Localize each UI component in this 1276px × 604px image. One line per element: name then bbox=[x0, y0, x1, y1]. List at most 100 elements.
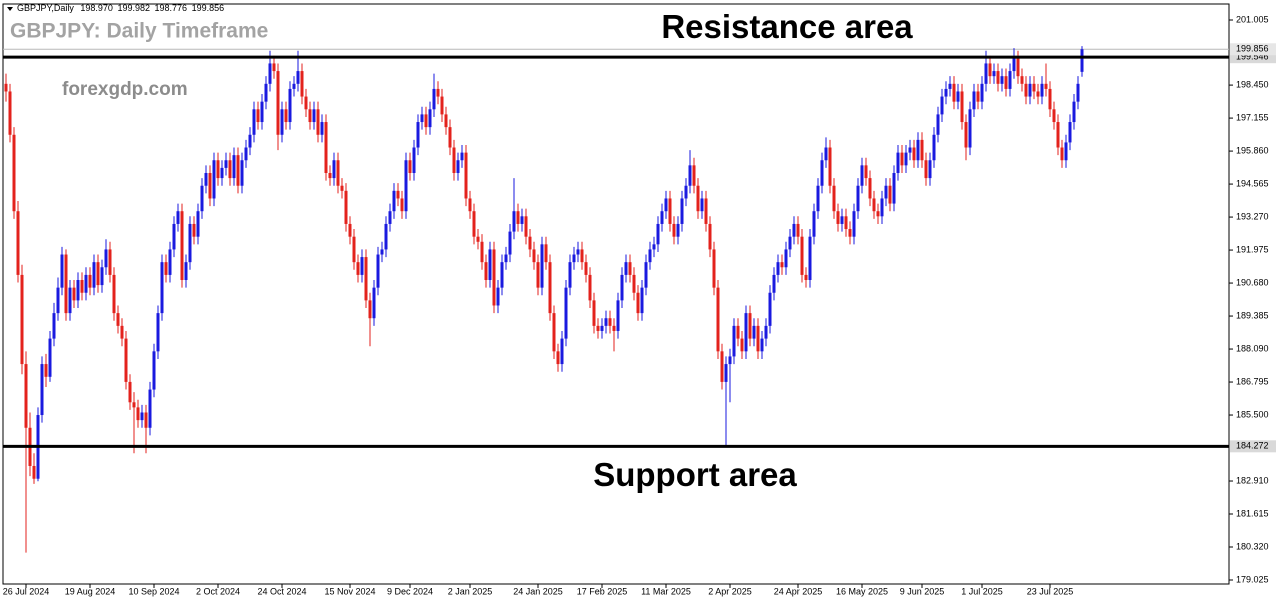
candle-body bbox=[232, 155, 236, 179]
candle-body bbox=[192, 223, 196, 237]
candle-body bbox=[324, 122, 328, 173]
candle-body bbox=[804, 274, 808, 280]
candle-body bbox=[164, 262, 168, 275]
candle-body bbox=[72, 287, 76, 301]
candle-body bbox=[236, 155, 240, 186]
candle-body bbox=[744, 313, 748, 352]
candle-body bbox=[828, 147, 832, 186]
candle-body bbox=[560, 338, 564, 365]
candle-body bbox=[848, 229, 852, 237]
candle-body bbox=[672, 223, 676, 237]
candle-body bbox=[328, 172, 332, 179]
candle-body bbox=[604, 318, 608, 326]
candle-body bbox=[508, 231, 512, 255]
y-tick-label: 193.270 bbox=[1236, 211, 1269, 221]
candle-body bbox=[972, 91, 976, 110]
candle-body bbox=[56, 287, 60, 314]
candle-body bbox=[752, 325, 756, 339]
candle-body bbox=[948, 83, 952, 89]
candle-body bbox=[840, 216, 844, 224]
candle-body bbox=[704, 198, 708, 224]
candle-body bbox=[372, 287, 376, 319]
candle-body bbox=[616, 300, 620, 331]
candle-body bbox=[396, 190, 400, 199]
candle-body bbox=[296, 71, 300, 84]
candle-body bbox=[1004, 76, 1008, 89]
candle-body bbox=[448, 127, 452, 148]
candle-body bbox=[220, 167, 224, 179]
candle-body bbox=[196, 211, 200, 237]
candle-body bbox=[740, 338, 744, 352]
candle-body bbox=[548, 262, 552, 314]
candle-body bbox=[500, 262, 504, 288]
y-tick-label: 190.680 bbox=[1236, 277, 1269, 287]
candle-body bbox=[380, 249, 384, 255]
candle-body bbox=[420, 114, 424, 123]
candle-body bbox=[88, 274, 92, 288]
x-tick-label: 10 Sep 2024 bbox=[128, 586, 179, 596]
candle-body bbox=[552, 313, 556, 352]
candle-body bbox=[1052, 109, 1056, 123]
candle-body bbox=[140, 412, 144, 421]
candle-body bbox=[732, 325, 736, 357]
candle-body bbox=[608, 318, 612, 326]
candle-body bbox=[904, 152, 908, 166]
y-tick-label: 186.795 bbox=[1236, 376, 1269, 386]
candle-body bbox=[184, 262, 188, 280]
candle-body bbox=[484, 262, 488, 280]
candle-body bbox=[1012, 58, 1016, 72]
candle-body bbox=[320, 122, 324, 135]
candle-body bbox=[352, 236, 356, 263]
candle-body bbox=[412, 147, 416, 173]
candle-body bbox=[428, 109, 432, 128]
candle-body bbox=[160, 262, 164, 314]
candle-body bbox=[228, 160, 232, 179]
candle-body bbox=[1068, 122, 1072, 143]
y-tick-label: 197.155 bbox=[1236, 112, 1269, 122]
candle-body bbox=[1064, 142, 1068, 161]
candle-body bbox=[260, 101, 264, 123]
level-tag-label: 199.546 bbox=[1236, 52, 1269, 62]
candle-body bbox=[112, 274, 116, 314]
candle-body bbox=[720, 351, 724, 382]
candle-body bbox=[796, 223, 800, 237]
candle-body bbox=[668, 198, 672, 224]
candle-body bbox=[996, 71, 1000, 84]
candle-body bbox=[636, 292, 640, 314]
candle-body bbox=[588, 274, 592, 301]
candle-body bbox=[764, 325, 768, 339]
candle-body bbox=[988, 63, 992, 77]
candle-body bbox=[716, 287, 720, 352]
candle-body bbox=[1072, 101, 1076, 123]
candle-body bbox=[516, 211, 520, 224]
candle-body bbox=[784, 249, 788, 268]
candle-body bbox=[1080, 49, 1084, 72]
candle-body bbox=[584, 262, 588, 275]
candle-body bbox=[1016, 58, 1020, 77]
candle-body bbox=[216, 160, 220, 179]
candle-body bbox=[984, 63, 988, 84]
candle-body bbox=[52, 313, 56, 339]
x-tick-label: 2 Jan 2025 bbox=[448, 586, 493, 596]
candle-body bbox=[844, 216, 848, 230]
candle-body bbox=[292, 83, 296, 89]
candle-body bbox=[1028, 83, 1032, 97]
candle-body bbox=[1008, 71, 1012, 89]
candle-body bbox=[284, 109, 288, 123]
candle-body bbox=[356, 262, 360, 275]
candle-body bbox=[148, 389, 152, 428]
candle-body bbox=[600, 325, 604, 331]
candle-body bbox=[188, 223, 192, 263]
candle-body bbox=[524, 216, 528, 237]
candle-body bbox=[920, 139, 924, 161]
candle-body bbox=[68, 287, 72, 314]
candle-body bbox=[564, 287, 568, 339]
candle-body bbox=[400, 198, 404, 212]
x-tick-label: 23 Jul 2025 bbox=[1027, 586, 1074, 596]
candle-body bbox=[776, 262, 780, 275]
candle-body bbox=[340, 185, 344, 191]
candle-body bbox=[960, 91, 964, 123]
candle-body bbox=[392, 190, 396, 212]
x-tick-label: 9 Jun 2025 bbox=[900, 586, 945, 596]
